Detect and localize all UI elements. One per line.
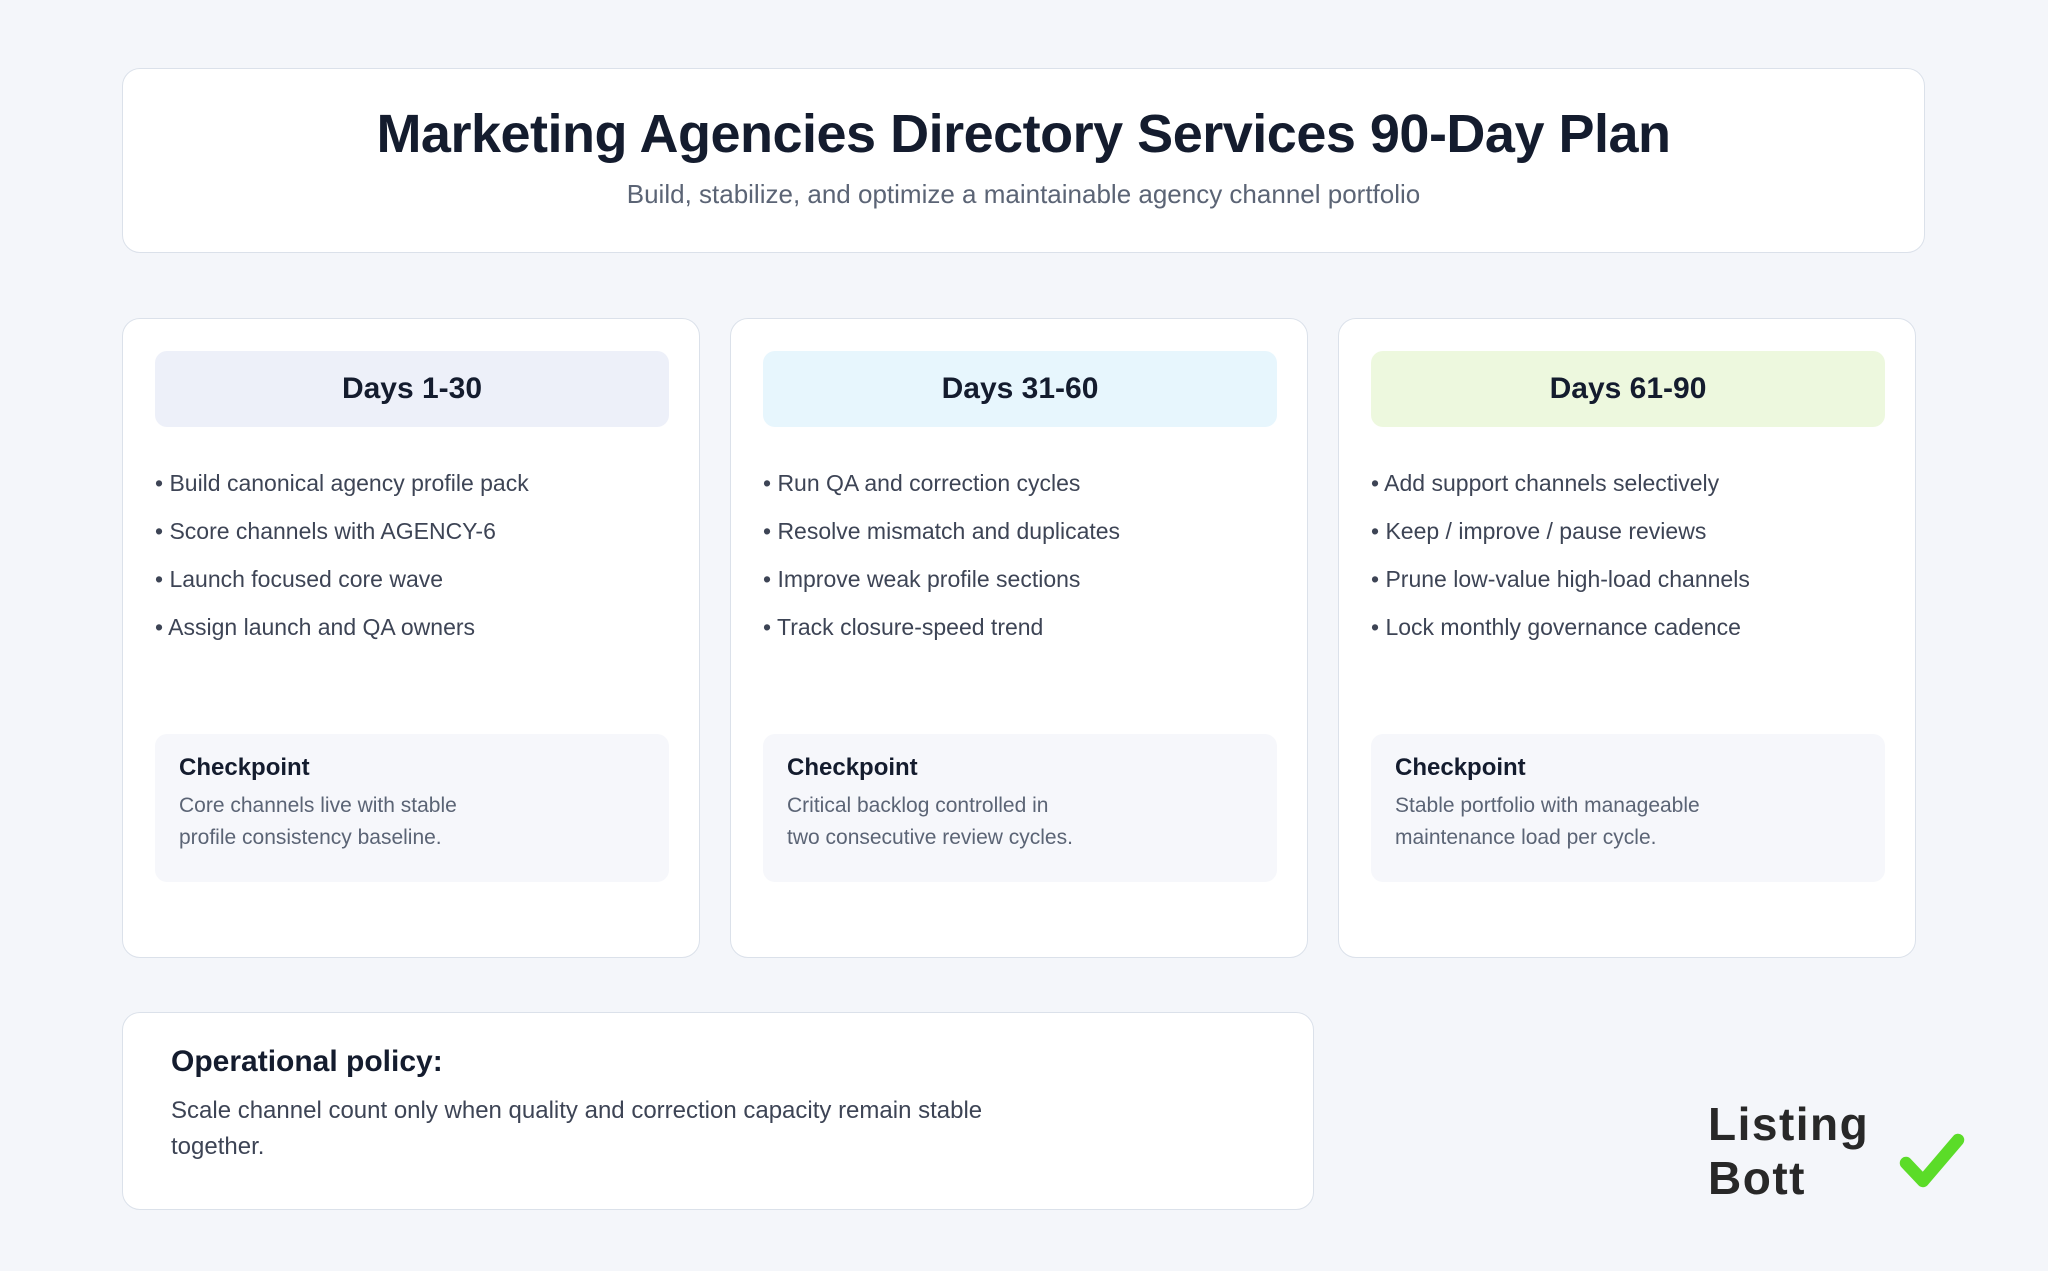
svg-text:Listing: Listing xyxy=(1710,1098,1869,1150)
svg-text:Bott: Bott xyxy=(1710,1152,1806,1204)
